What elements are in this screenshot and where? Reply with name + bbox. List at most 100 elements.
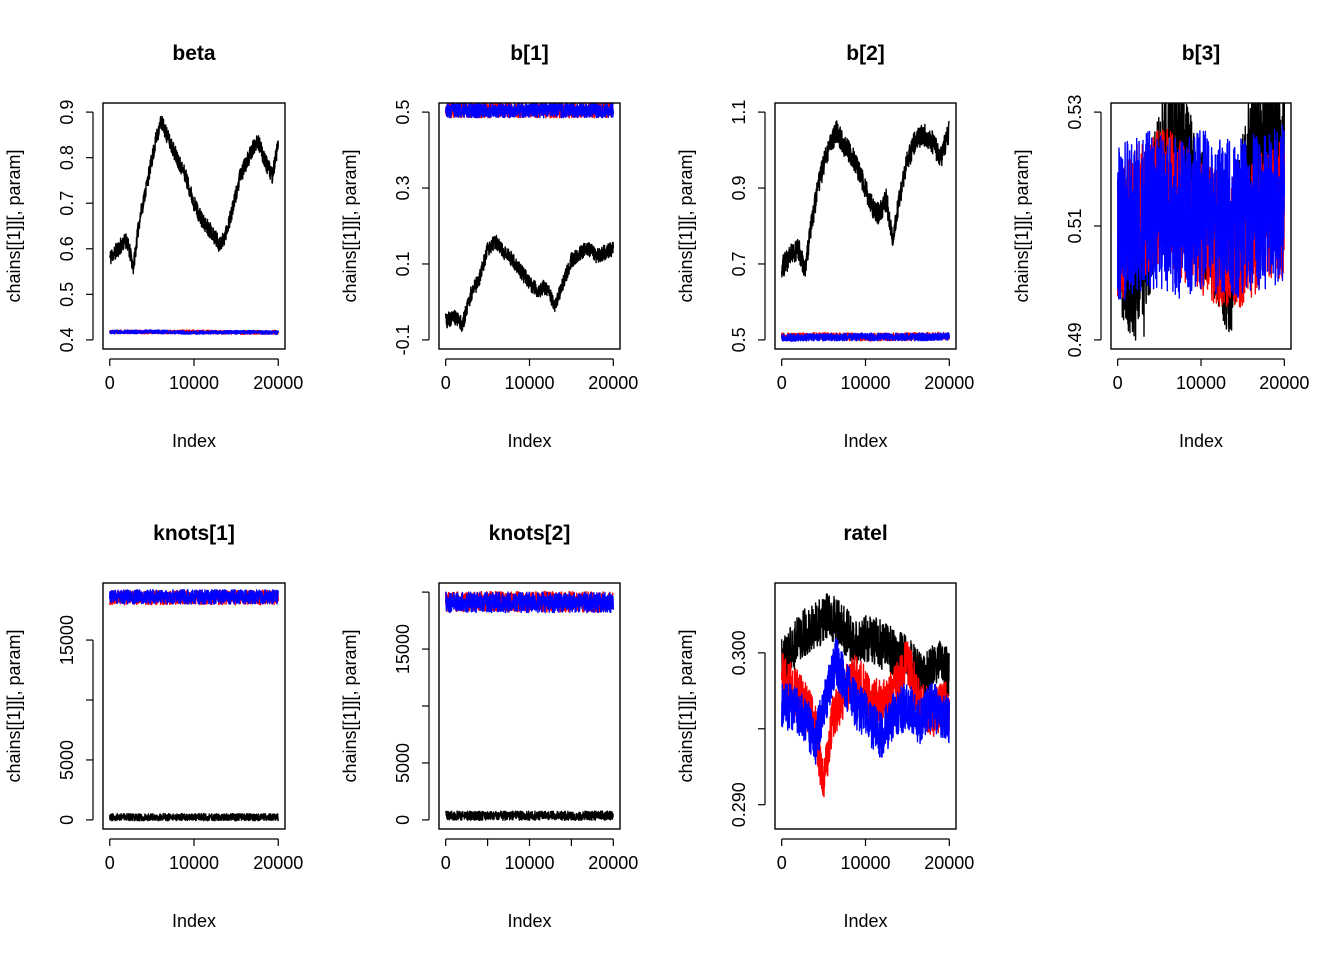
chain-1-trace xyxy=(109,115,279,275)
x-tick-label: 10000 xyxy=(504,373,554,393)
y-axis: 0.5 0.7 0.9 1.1 chains[[1]][, param] xyxy=(676,100,766,352)
y-tick-label: 0.5 xyxy=(729,327,749,352)
y-axis-label: chains[[1]][, param] xyxy=(4,149,24,302)
y-tick-label: -0.1 xyxy=(393,324,413,355)
chain-3-trace xyxy=(445,103,614,119)
y-axis: 0 5000 15000 chains[[1]][, param] xyxy=(340,591,430,825)
panel-title: ratel xyxy=(843,522,887,545)
x-axis-label: Index xyxy=(507,431,551,451)
plot-frame xyxy=(1110,102,1292,350)
traces xyxy=(109,589,279,822)
x-tick-label: 10000 xyxy=(840,373,890,393)
y-tick-label: 5000 xyxy=(393,743,413,783)
chain-3-trace xyxy=(1117,124,1285,301)
y-tick-label: 0.300 xyxy=(729,630,749,675)
y-tick-label: 5000 xyxy=(57,740,77,780)
x-tick-label: 10000 xyxy=(504,853,554,873)
x-tick-label: 10000 xyxy=(840,853,890,873)
y-axis: 0.4 0.5 0.6 0.7 0.8 0.9 chains[[1]][, param] xyxy=(4,100,94,352)
y-tick-label: 0.8 xyxy=(57,145,77,170)
y-tick-label: 0.6 xyxy=(57,236,77,261)
plot-frame xyxy=(102,102,286,350)
traces xyxy=(445,103,614,332)
x-axis: 0 10000 20000 Index xyxy=(441,358,638,451)
x-tick-label: 0 xyxy=(105,373,115,393)
x-tick-label: 20000 xyxy=(253,373,303,393)
x-tick-label: 20000 xyxy=(924,373,974,393)
y-axis-label: chains[[1]][, param] xyxy=(4,629,24,782)
y-axis-label: chains[[1]][, param] xyxy=(676,149,696,302)
chain-3-trace xyxy=(781,638,950,765)
chain-3-trace xyxy=(109,329,279,336)
panel-title: knots[1] xyxy=(153,522,235,545)
x-tick-label: 0 xyxy=(441,373,451,393)
y-tick-label: 0.9 xyxy=(729,176,749,201)
y-tick-label: 0.49 xyxy=(1065,322,1085,357)
chain-3-trace xyxy=(445,591,614,614)
y-axis-label: chains[[1]][, param] xyxy=(1012,149,1032,302)
x-tick-label: 20000 xyxy=(588,853,638,873)
x-tick-label: 10000 xyxy=(169,373,219,393)
x-axis: 0 10000 20000 Index xyxy=(777,358,974,451)
x-tick-label: 0 xyxy=(777,373,787,393)
x-tick-label: 0 xyxy=(441,853,451,873)
y-axis: 0.49 0.51 0.53 chains[[1]][, param] xyxy=(1012,95,1102,357)
y-tick-label: 0.5 xyxy=(57,282,77,307)
x-axis-label: Index xyxy=(843,431,887,451)
trace-panel-3: 0 10000 20000 Index 0.5 0.7 0.9 1.1 chains[[1]][… xyxy=(676,42,974,451)
x-tick-label: 10000 xyxy=(1176,373,1226,393)
panel-title: b[1] xyxy=(510,42,549,65)
plot-frame xyxy=(102,582,286,830)
trace-panel-2: 0 10000 20000 Index -0.1 0.1 0.3 0.5 chains[[1]]… xyxy=(340,42,638,451)
trace-panel-7: 0 10000 20000 Index 0.290 0.300 chains[[1]][, … xyxy=(676,522,974,931)
plot-frame xyxy=(438,102,621,350)
x-axis: 0 10000 20000 Index xyxy=(441,838,638,931)
plot-frame xyxy=(774,582,957,830)
plot-frame xyxy=(438,582,621,830)
y-tick-label: 15000 xyxy=(393,624,413,674)
y-tick-label: 0.7 xyxy=(729,251,749,276)
y-tick-label: 0.51 xyxy=(1065,208,1085,243)
traces xyxy=(445,590,614,821)
x-tick-label: 0 xyxy=(105,853,115,873)
x-axis-label: Index xyxy=(172,431,216,451)
y-tick-label: 0.5 xyxy=(393,100,413,125)
x-axis: 0 10000 20000 Index xyxy=(1113,358,1309,451)
y-tick-label: 0.1 xyxy=(393,251,413,276)
x-tick-label: 20000 xyxy=(924,853,974,873)
x-axis-label: Index xyxy=(172,911,216,931)
chain-1-trace xyxy=(445,234,614,332)
y-tick-label: 0.9 xyxy=(57,100,77,125)
x-tick-label: 0 xyxy=(777,853,787,873)
x-tick-label: 20000 xyxy=(1259,373,1309,393)
trace-panel-4: 0 10000 20000 Index 0.49 0.51 0.53 chains[[1]][… xyxy=(1012,42,1309,451)
plot-frame xyxy=(774,102,957,350)
y-tick-label: 0.53 xyxy=(1065,95,1085,130)
y-tick-label: 0 xyxy=(393,815,413,825)
x-axis-label: Index xyxy=(843,911,887,931)
y-tick-label: 0.7 xyxy=(57,191,77,216)
y-tick-label: 0.4 xyxy=(57,327,77,352)
chain-3-trace xyxy=(109,589,279,605)
panel-title: b[3] xyxy=(1182,42,1221,65)
panel-title: beta xyxy=(172,42,216,65)
traces xyxy=(1117,103,1285,341)
x-axis: 0 10000 20000 Index xyxy=(777,838,974,931)
y-axis-label: chains[[1]][, param] xyxy=(340,149,360,302)
y-axis: 0 5000 15000 chains[[1]][, param] xyxy=(4,615,94,825)
chain-1-trace xyxy=(109,812,279,822)
x-tick-label: 10000 xyxy=(169,853,219,873)
trace-panel-5: 0 10000 20000 Index 0 5000 15000 chains[[1]][, … xyxy=(4,522,303,931)
traces xyxy=(109,115,279,336)
x-axis-label: Index xyxy=(507,911,551,931)
x-tick-label: 20000 xyxy=(588,373,638,393)
panel-title: b[2] xyxy=(846,42,885,65)
panel-title: knots[2] xyxy=(489,522,571,545)
y-axis: 0.290 0.300 chains[[1]][, param] xyxy=(676,629,766,827)
x-axis: 0 10000 20000 Index xyxy=(105,358,303,451)
y-axis-label: chains[[1]][, param] xyxy=(676,629,696,782)
y-tick-label: 0.290 xyxy=(729,782,749,827)
trace-panel-6: 0 10000 20000 Index 0 5000 15000 chains[[1]][, … xyxy=(340,522,638,931)
y-tick-label: 0 xyxy=(57,815,77,825)
